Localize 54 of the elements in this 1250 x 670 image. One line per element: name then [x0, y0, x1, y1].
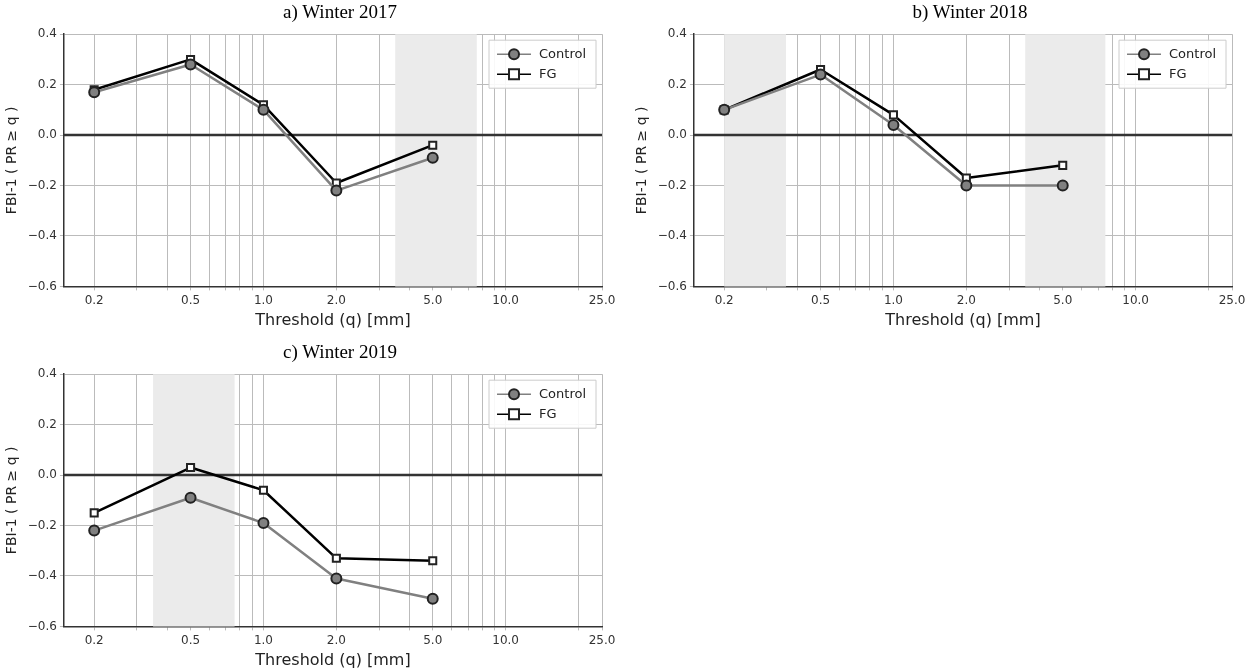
- y-tick-label: −0.4: [657, 228, 687, 243]
- x-tick-label: 5.0: [423, 632, 443, 647]
- x-axis-title: Threshold (q) [mm]: [884, 309, 1041, 329]
- x-tick-label: 5.0: [1053, 292, 1073, 307]
- chart-title: b) Winter 2018: [911, 0, 1029, 24]
- y-tick-label: −0.2: [27, 517, 57, 532]
- x-tick-label: 10.0: [492, 292, 519, 307]
- x-tick-label: 25.0: [1218, 292, 1246, 307]
- x-tick-label: 0.2: [714, 292, 734, 307]
- y-tick-label: 0.4: [37, 366, 57, 381]
- y-tick-label: −0.6: [657, 278, 687, 293]
- y-tick-label: −0.4: [27, 228, 57, 243]
- x-tick-label: 2.0: [326, 632, 346, 647]
- x-tick-label: 25.0: [588, 632, 616, 647]
- x-tick-label: 1.0: [253, 632, 274, 647]
- y-axis-title: FBI-1 ( PR ≥ q ): [633, 106, 650, 215]
- x-tick-label: 0.2: [84, 632, 104, 647]
- legend-label: Control: [539, 385, 587, 401]
- legend-label: FG: [539, 405, 557, 421]
- y-tick-label: −0.2: [27, 177, 57, 192]
- y-tick-label: −0.6: [27, 618, 57, 633]
- x-tick-label: 0.2: [84, 292, 104, 307]
- y-tick-label: 0.4: [37, 26, 57, 41]
- legend-label: Control: [1169, 45, 1217, 61]
- y-tick-label: −0.4: [27, 568, 57, 583]
- x-tick-label: 2.0: [326, 292, 346, 307]
- y-tick-label: −0.2: [657, 177, 687, 192]
- chart-title: a) Winter 2017: [282, 0, 398, 24]
- y-tick-label: 0.2: [37, 76, 57, 91]
- y-axis-title: FBI-1 ( PR ≥ q ): [3, 106, 20, 215]
- x-tick-label: 2.0: [956, 292, 976, 307]
- x-tick-label: 10.0: [492, 632, 519, 647]
- x-axis-title: Threshold (q) [mm]: [254, 309, 411, 329]
- y-tick-label: 0.4: [667, 26, 687, 41]
- x-tick-label: 1.0: [883, 292, 904, 307]
- y-axis-title: FBI-1 ( PR ≥ q ): [3, 446, 20, 555]
- y-tick-label: −0.6: [27, 278, 57, 293]
- y-tick-label: 0.0: [667, 127, 687, 142]
- legend-label: FG: [539, 65, 557, 81]
- y-tick-label: 0.2: [667, 76, 687, 91]
- x-tick-label: 10.0: [1122, 292, 1149, 307]
- x-axis-title: Threshold (q) [mm]: [254, 649, 411, 669]
- chart-title: c) Winter 2019: [282, 340, 398, 364]
- y-tick-label: 0.2: [37, 416, 57, 431]
- y-tick-label: 0.0: [37, 127, 57, 142]
- x-tick-label: 0.5: [811, 292, 831, 307]
- x-tick-label: 0.5: [181, 632, 201, 647]
- legend-label: FG: [1169, 65, 1187, 81]
- x-tick-label: 0.5: [181, 292, 201, 307]
- y-tick-label: 0.0: [37, 467, 57, 482]
- x-tick-label: 5.0: [423, 292, 443, 307]
- x-tick-label: 1.0: [253, 292, 274, 307]
- x-tick-label: 25.0: [588, 292, 616, 307]
- legend-label: Control: [539, 45, 587, 61]
